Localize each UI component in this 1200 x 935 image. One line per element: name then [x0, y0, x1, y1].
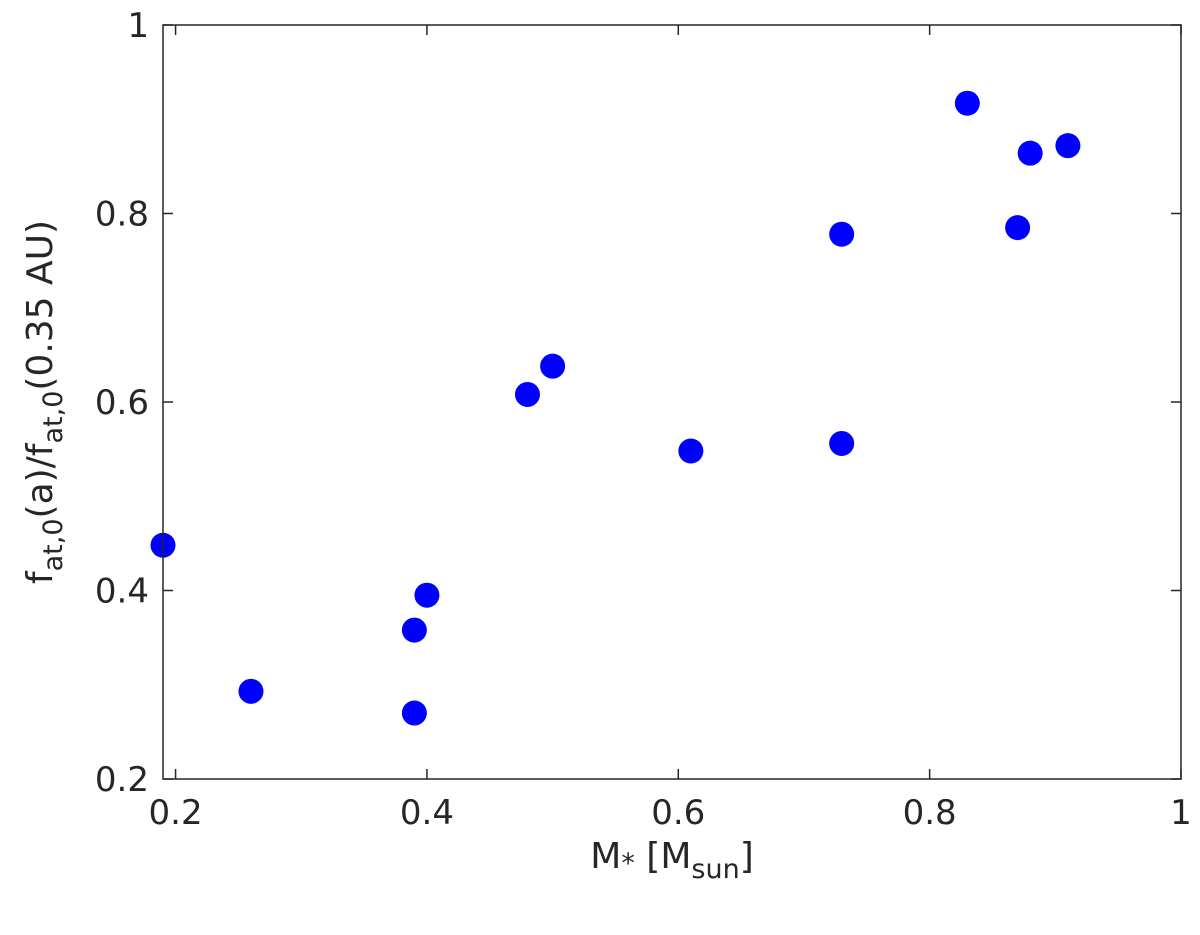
data-point	[1055, 133, 1081, 159]
data-points	[150, 90, 1081, 726]
y-tick-label: 0.8	[95, 195, 149, 235]
data-point	[1017, 140, 1043, 166]
y-tick-label: 0.6	[95, 383, 149, 423]
y-axis-label-mid: (a)/f	[20, 442, 61, 518]
y-tick-label: 1	[127, 6, 149, 46]
x-axis-label-close: ]	[740, 836, 754, 877]
x-axis-label: M* [Msun]	[590, 836, 753, 885]
data-point	[954, 90, 980, 116]
x-ticks: 0.2 0.4 0.6 0.8 1	[149, 25, 1192, 833]
y-axis-label-sub1: at,0	[38, 518, 69, 571]
data-point	[829, 221, 855, 247]
data-point	[829, 430, 855, 456]
x-axis-label-main: M	[590, 836, 621, 877]
x-tick-label: 0.6	[651, 793, 705, 833]
data-point	[401, 617, 427, 643]
x-tick-label: 1	[1170, 793, 1192, 833]
data-point	[1005, 215, 1031, 241]
data-point	[514, 381, 540, 407]
plot-area	[163, 25, 1181, 779]
y-tick-label: 0.2	[95, 760, 149, 800]
data-point	[401, 700, 427, 726]
y-axis-label-sub2: at,0	[38, 391, 69, 444]
x-tick-label: 0.8	[903, 793, 957, 833]
data-point	[414, 582, 440, 608]
x-axis-label-sub2: sun	[691, 854, 739, 885]
x-tick-label: 0.4	[400, 793, 454, 833]
y-axis-label-f1: f	[20, 570, 61, 584]
data-point	[678, 438, 704, 464]
y-axis-label: fat,0(a)/fat,0(0.35 AU)	[20, 220, 69, 584]
data-point	[238, 678, 264, 704]
y-tick-label: 0.4	[95, 572, 149, 612]
x-axis-label-sub1: *	[621, 848, 635, 879]
x-tick-label: 0.2	[149, 793, 203, 833]
y-axis-label-tail: (0.35 AU)	[20, 220, 61, 391]
data-point	[540, 353, 566, 379]
y-ticks: 0.2 0.4 0.6 0.8 1	[95, 6, 1181, 800]
x-axis-label-bracket: [M	[635, 836, 692, 877]
